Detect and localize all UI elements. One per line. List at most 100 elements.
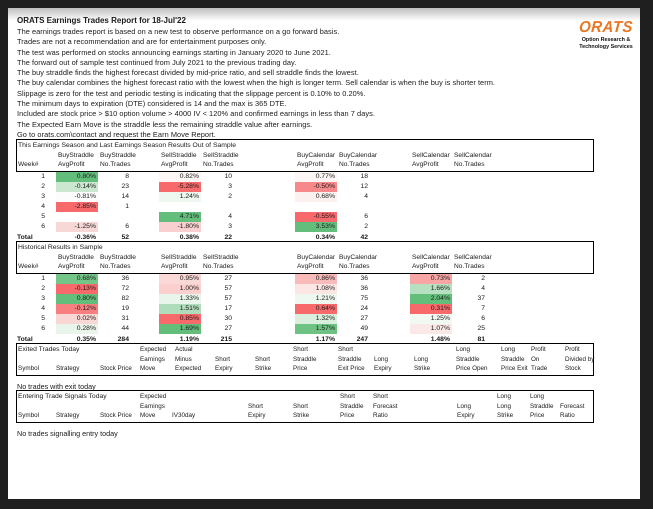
column-header: Forecast [560,402,585,410]
column-header: Strategy [56,365,80,372]
total-cell: 0.38% [179,233,199,241]
table-title: Historical Results in Sample [18,243,103,251]
avg-profit-cell: 1.69% [159,323,201,334]
num-trades-cell: 57 [224,294,232,302]
week-number: 2 [41,284,45,292]
intro-line: The test was performed on stocks announc… [17,47,331,57]
column-group-header: SellCalendar [412,253,450,261]
num-trades-cell: 1 [125,202,129,210]
intro-line: The buy straddle finds the highest forec… [17,68,359,78]
total-row: Total 0.35% 284 1.19% 215 1.17% 247 1.48% 81 [16,335,594,345]
avg-profit-cell: -1.25% [56,221,98,232]
entering-trade-signals-table: Entering Trade Signals Today Symbol Strate… [16,390,594,438]
num-trades-cell: 17 [224,304,232,312]
num-trades-cell: 7 [481,304,485,312]
avg-profit-cell: 1.51% [159,303,201,314]
num-trades-cell [452,202,490,212]
total-cell: 0.35% [76,335,96,343]
total-cell: 52 [121,233,129,241]
column-header: Earnings [140,402,165,410]
orats-logo: ORATS Option Research & Technology Servi… [568,19,644,50]
num-trades-cell: 31 [121,314,129,322]
table-header-box: Historical Results in Sample BuyStraddle B… [16,241,594,274]
intro-text: The earnings trades report is based on a… [17,27,495,140]
column-header: Long [457,402,472,410]
avg-profit-cell: 1.00% [159,283,201,294]
avg-profit-cell: 0.85% [159,313,201,324]
num-trades-cell: 6 [364,212,368,220]
column-subheader: AvgProfit [412,263,439,270]
column-header: Price Exit [501,365,528,372]
column-group-header: BuyCalendar [339,253,378,261]
total-cell: -0.36% [74,233,96,241]
week-number: 5 [41,212,45,220]
column-group-header: SellStraddle [161,253,197,261]
table-title: This Earnings Season and Last Earnings S… [18,141,237,149]
intro-line: Slippage is zero for the test and period… [17,88,366,98]
num-trades-cell [337,202,373,212]
avg-profit-cell: 1.33% [159,293,201,304]
column-header: Earnings [140,355,165,363]
week-number: 4 [41,202,45,210]
num-trades-cell: 14 [121,192,129,200]
num-trades-cell: 82 [121,294,129,302]
column-subheader: No.Trades [339,263,370,270]
column-header: Short [215,355,231,363]
orats-tagline-line2: Technology Services [579,43,633,50]
column-subheader: AvgProfit [412,161,439,168]
avg-profit-cell [295,202,337,212]
column-subheader: AvgProfit [161,161,188,168]
column-header: Expected [175,365,202,372]
avg-profit-cell: -0.13% [56,283,98,294]
column-header: Short [293,402,309,410]
num-trades-cell: 27 [360,314,368,322]
num-trades-cell: 30 [224,314,232,322]
column-subheader: AvgProfit [58,161,85,168]
avg-profit-cell: 0.80% [56,171,98,182]
column-header: Strike [497,412,514,419]
total-cell: 247 [356,335,368,343]
total-cell: 22 [224,233,232,241]
column-header: IV30day [172,412,196,419]
num-trades-cell: 6 [125,222,129,230]
historical-table: Historical Results in Sample BuyStraddle B… [16,241,594,345]
column-subheader: No.Trades [454,263,485,270]
avg-profit-cell: -1.80% [159,221,201,232]
column-header: Strike [293,412,310,419]
num-trades-cell: 10 [224,172,232,180]
column-header: Stock [565,365,581,372]
num-trades-cell: 23 [121,182,129,190]
column-header: Symbol [18,365,39,372]
num-trades-cell: 36 [121,274,129,282]
avg-profit-cell: 1.25% [410,313,452,324]
total-cell: 284 [117,335,129,343]
intro-line: The buy calendar combines the highest fo… [17,78,496,88]
column-header: Stock Price [100,412,132,419]
table-row: 6 0.28% 44 1.69% 27 1.57% 49 1.07% 25 [16,323,594,334]
total-cell: 215 [220,335,232,343]
column-subheader: No.Trades [100,161,131,168]
avg-profit-cell: -0.12% [56,303,98,314]
table-row: 4 -0.12% 19 1.51% 17 0.64% 24 0.31% 7 [16,303,594,314]
num-trades-cell [98,212,134,222]
table-row: 2 -0.13% 72 1.00% 57 1.08% 36 1.66% 4 [16,283,594,294]
column-subheader: AvgProfit [58,263,85,270]
num-trades-cell: 49 [360,324,368,332]
avg-profit-cell: 0.80% [56,293,98,304]
table-row: 3 0.80% 82 1.33% 57 1.21% 75 2.04% 37 [16,293,594,304]
column-header: Straddle [293,355,317,363]
week-number: 3 [41,294,45,302]
avg-profit-cell: 0.73% [410,273,452,284]
num-trades-cell: 27 [224,274,232,282]
num-trades-cell [452,222,490,232]
table-title: Exited Trades Today [18,346,80,353]
column-header: Price [293,365,308,372]
column-header: Ratio [560,412,575,419]
total-cell: 1.19% [179,335,199,343]
column-header: Price Open [456,365,488,372]
total-cell: 1.17% [315,335,335,343]
column-group-header: SellStraddle [203,151,239,159]
num-trades-cell: 57 [224,284,232,292]
intro-line: The forward out of sample test continued… [17,57,297,67]
column-subheader: AvgProfit [297,263,324,270]
